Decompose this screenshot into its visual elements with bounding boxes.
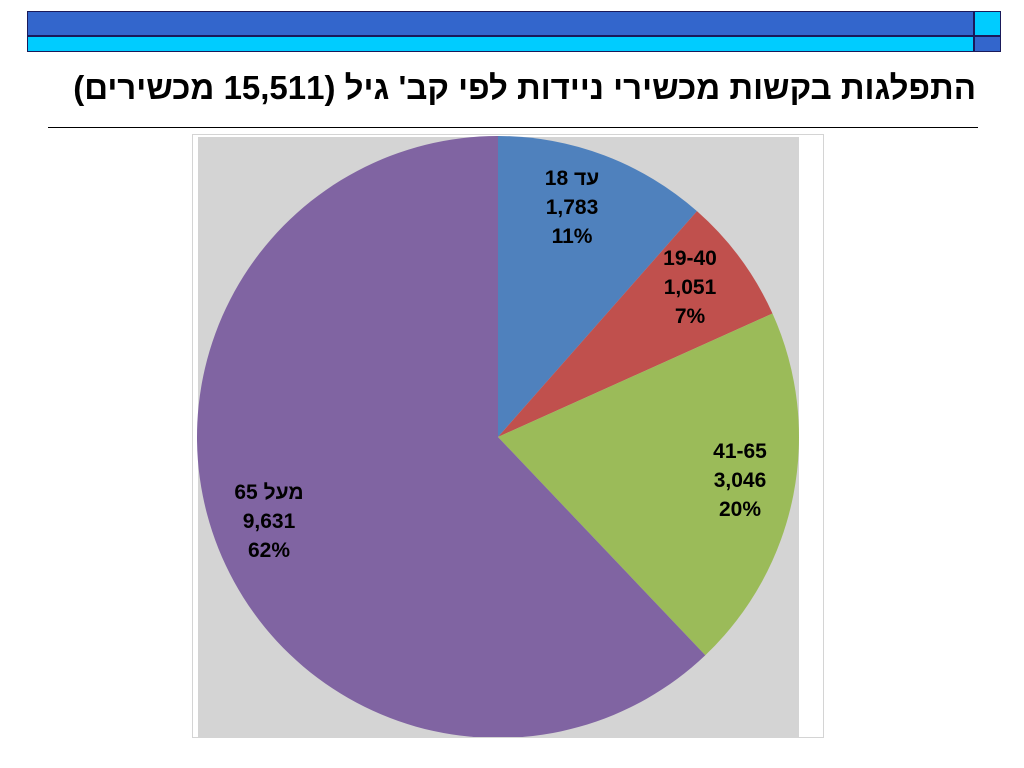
pie-slices: [197, 136, 799, 737]
slice-label-4: מעל 65 9,631 62%: [234, 481, 303, 562]
pie-slice-4: [197, 136, 706, 737]
title-divider: [48, 127, 978, 128]
slice-value-label-2: 1,051: [664, 276, 717, 299]
slice-category-label-4: מעל 65: [234, 481, 303, 504]
slice-category-label-3: 41-65: [713, 440, 767, 463]
slice-value-label-1: 1,783: [546, 196, 599, 219]
slice-percent-label-4: 62%: [248, 539, 290, 562]
banner-bottom-bar: [27, 36, 974, 52]
pie-slice-2: [498, 211, 773, 437]
pie-slice-3: [498, 313, 799, 656]
slice-value-label-4: 9,631: [243, 510, 296, 533]
slice-label-2: 19-40 1,051 7%: [663, 247, 717, 328]
pie-labels: עד 18 1,783 11% 19-40 1,051 7% 41-65 3,046 20% מע…: [234, 167, 767, 562]
slice-category-label-2: 19-40: [663, 247, 717, 270]
slice-category-label-1: עד 18: [545, 167, 599, 190]
slice-percent-label-1: 11%: [552, 225, 593, 248]
banner-bottom-square: [974, 36, 1001, 52]
slice-percent-label-3: 20%: [719, 498, 761, 521]
slice-value-label-3: 3,046: [714, 469, 767, 492]
slice-label-1: עד 18 1,783 11%: [545, 167, 599, 248]
pie-slice-1: [498, 136, 697, 437]
slice-percent-label-2: 7%: [675, 305, 706, 328]
slide-title: התפלגות בקשות מכשירי ניידות לפי קב' גיל …: [73, 69, 976, 106]
banner-top-bar: [27, 11, 974, 36]
banner-top-square: [974, 11, 1001, 36]
pie-chart: עד 18 1,783 11% 19-40 1,051 7% 41-65 3,046 20% מע…: [197, 136, 799, 737]
slice-label-3: 41-65 3,046 20%: [713, 440, 767, 521]
chart-frame: עד 18 1,783 11% 19-40 1,051 7% 41-65 3,046 20% מע…: [192, 134, 824, 738]
